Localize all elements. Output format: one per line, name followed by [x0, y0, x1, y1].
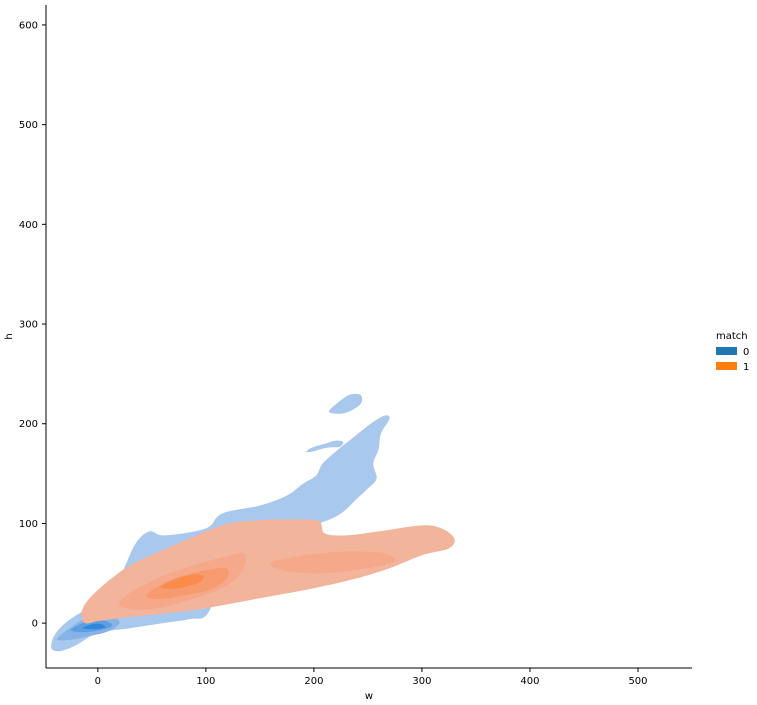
x-tick-label: 500	[628, 676, 647, 687]
x-tick-label: 200	[304, 676, 323, 687]
x-axis-title: w	[365, 691, 373, 702]
y-tick-label: 200	[19, 419, 38, 430]
x-tick-label: 400	[520, 676, 539, 687]
legend: match 0 1	[716, 331, 749, 373]
y-tick-label: 0	[32, 619, 38, 630]
series-1-level-3-region-0	[160, 574, 204, 589]
legend-label-1: 1	[743, 362, 749, 373]
x-tick-label: 100	[196, 676, 215, 687]
series-0-level-0-region-2	[306, 440, 344, 453]
legend-label-0: 0	[743, 347, 749, 358]
x-tick-label: 0	[95, 676, 101, 687]
y-tick-label: 600	[19, 20, 38, 31]
legend-title: match	[716, 331, 748, 342]
series-0-level-0-region-1	[328, 393, 363, 414]
y-tick-label: 100	[19, 519, 38, 530]
legend-swatch-0	[716, 347, 737, 355]
y-axis-title: h	[4, 333, 15, 339]
y-tick-label: 400	[19, 220, 38, 231]
y-tick-label: 300	[19, 320, 38, 331]
plot-area	[51, 393, 455, 652]
x-tick-label: 300	[412, 676, 431, 687]
series-0-level-3-region-0	[82, 623, 106, 630]
axes: 0 100 200 300 400 500 0 100 200 300 400 500 600	[19, 5, 692, 687]
legend-swatch-1	[716, 362, 737, 370]
series-1-level-1-region-1	[270, 551, 396, 574]
y-tick-label: 500	[19, 120, 38, 131]
series-1-density	[81, 519, 455, 624]
